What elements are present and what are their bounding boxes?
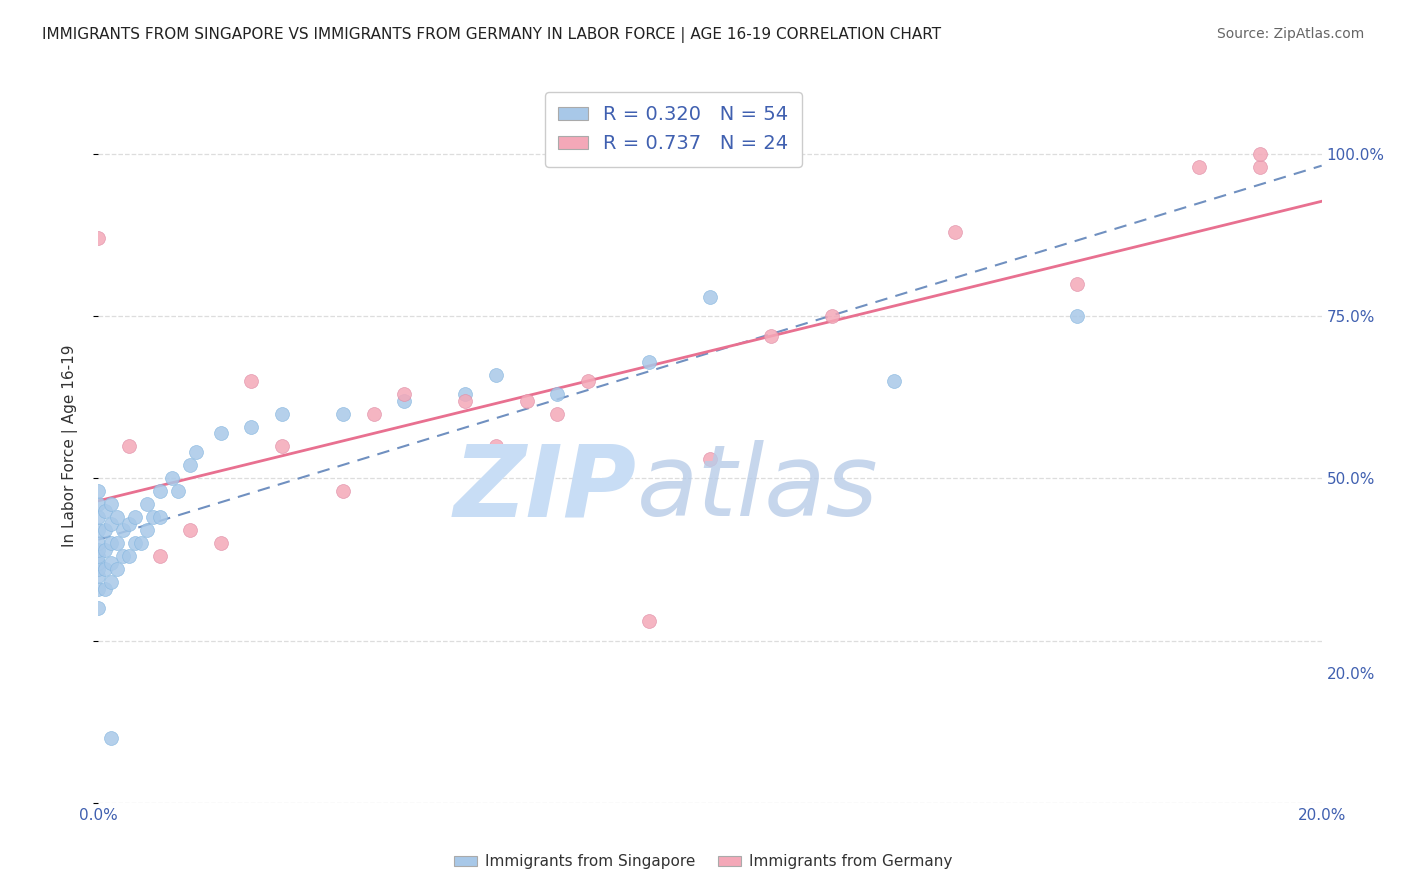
Text: Source: ZipAtlas.com: Source: ZipAtlas.com (1216, 27, 1364, 41)
Point (637, 614, 661, 628)
Point (129, 536, 152, 550)
Point (637, 354, 661, 368)
Point (100, 731, 122, 745)
Point (111, 524, 134, 538)
Point (87, 556, 110, 570)
Point (270, 439, 292, 453)
Point (363, 407, 385, 421)
Point (93, 524, 115, 538)
Point (87, 524, 110, 538)
Point (87, 231, 110, 245)
Point (93, 582, 115, 596)
Legend: Immigrants from Singapore, Immigrants from Germany: Immigrants from Singapore, Immigrants fr… (449, 848, 957, 875)
Point (270, 407, 292, 421)
Text: ZIP: ZIP (454, 441, 637, 537)
Text: IMMIGRANTS FROM SINGAPORE VS IMMIGRANTS FROM GERMANY IN LABOR FORCE | AGE 16-19 : IMMIGRANTS FROM SINGAPORE VS IMMIGRANTS … (42, 27, 941, 43)
Point (186, 445, 208, 459)
Point (167, 484, 190, 499)
Point (821, 310, 844, 324)
Point (699, 290, 721, 304)
Point (87, 510, 110, 524)
Point (136, 524, 159, 538)
Point (118, 516, 141, 531)
Point (124, 510, 146, 524)
Point (240, 419, 263, 434)
Point (105, 536, 128, 550)
Point (179, 524, 201, 538)
Point (1249, 160, 1271, 174)
Point (454, 387, 477, 401)
Point (546, 387, 568, 401)
Point (111, 549, 134, 564)
Point (1066, 277, 1088, 291)
Point (87, 562, 110, 576)
Point (100, 497, 122, 511)
Point (87, 568, 110, 582)
Point (485, 368, 508, 382)
Point (118, 549, 141, 564)
Point (118, 439, 141, 453)
Point (546, 407, 568, 421)
Point (209, 536, 232, 550)
Point (149, 484, 172, 499)
Point (87, 582, 110, 596)
Point (1249, 147, 1271, 161)
Point (93, 504, 115, 518)
Point (1188, 160, 1211, 174)
Point (93, 562, 115, 576)
Point (332, 407, 354, 421)
Y-axis label: In Labor Force | Age 16-19: In Labor Force | Age 16-19 (62, 344, 77, 548)
Legend: R = 0.320   N = 54, R = 0.737   N = 24: R = 0.320 N = 54, R = 0.737 N = 24 (544, 92, 801, 167)
Point (699, 452, 721, 467)
Point (87, 536, 110, 550)
Point (943, 225, 966, 239)
Point (485, 439, 508, 453)
Point (883, 374, 905, 388)
Point (142, 510, 165, 524)
Point (392, 393, 416, 408)
Point (100, 556, 122, 570)
Point (87, 484, 110, 499)
Text: atlas: atlas (637, 441, 879, 537)
Point (149, 549, 172, 564)
Point (160, 471, 183, 485)
Point (87, 497, 110, 511)
Point (87, 601, 110, 615)
Point (105, 510, 128, 524)
Point (454, 393, 477, 408)
Point (240, 374, 263, 388)
Point (100, 536, 122, 550)
Point (179, 458, 201, 473)
Point (1066, 310, 1088, 324)
Point (149, 510, 172, 524)
Point (100, 575, 122, 590)
Point (87, 542, 110, 557)
Point (576, 374, 599, 388)
Point (124, 536, 146, 550)
Point (93, 542, 115, 557)
Point (759, 328, 782, 343)
Point (136, 497, 159, 511)
Point (87, 549, 110, 564)
Point (100, 516, 122, 531)
Point (392, 387, 416, 401)
Point (516, 393, 538, 408)
Point (332, 484, 354, 499)
Point (209, 425, 232, 440)
Point (105, 562, 128, 576)
